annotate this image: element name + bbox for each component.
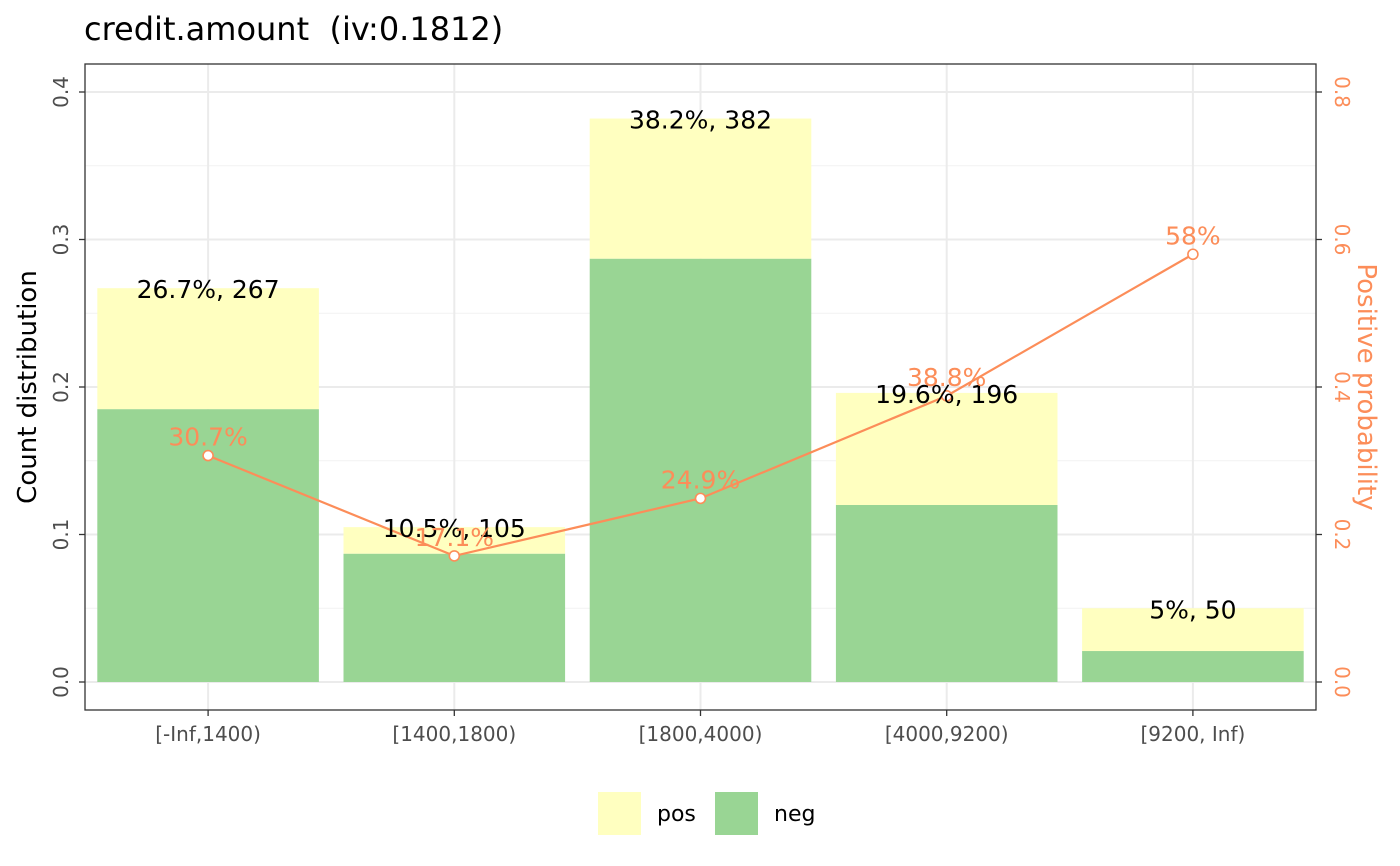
y2-tick-label: 0.0 [1330,666,1354,698]
chart-title: credit.amount (iv:0.1812) [84,10,503,48]
bar-pos [835,392,1058,505]
y2-tick-label: 0.4 [1330,371,1354,403]
bars [97,118,1304,682]
y-tick-label: 0.2 [49,371,73,403]
axes: 0.0 0.1 0.2 0.3 0.4 0.0 0.2 0.4 0.6 0.8 [-Inf,1400… [49,63,1354,746]
legend-swatch-neg [715,792,758,835]
bar-pos [97,288,319,410]
legend-label-neg: neg [774,802,815,827]
bar-label: 5%, 50 [1149,595,1236,624]
legend-swatch-pos [598,792,641,835]
probability-point [694,492,707,505]
bar-labels: 26.7%, 267 10.5%, 105 38.2%, 382 19.6%, 196… [137,106,1237,625]
y-tick-label: 0.1 [49,519,73,551]
probability-point [202,449,214,462]
x-tick-label: [4000,9200) [885,722,1009,746]
y2-tick-label: 0.6 [1330,224,1354,256]
bar-neg [835,505,1058,682]
positive-probability-line [202,248,1199,562]
bar-neg [589,258,812,682]
probability-point [1187,248,1199,261]
bar-neg [1082,651,1304,682]
y-tick-label: 0.4 [49,76,73,108]
y-tick-label: 0.0 [49,666,73,698]
y-axis-title: Count distribution [13,270,43,504]
bar-label: 19.6%, 196 [875,380,1018,409]
bar-label: 26.7%, 267 [137,275,280,304]
x-tick-label: [-Inf,1400) [155,722,261,746]
bar-label: 10.5%, 105 [383,514,526,543]
rate-label: 38.8% [907,363,986,392]
rate-label: 30.7% [168,423,247,452]
bar-pos [343,527,566,554]
y2-tick-label: 0.8 [1330,76,1354,108]
rate-label: 17.1% [415,523,494,552]
legend-label-pos: pos [657,802,696,827]
x-tick-label: [9200, Inf) [1140,722,1245,746]
bar-label: 38.2%, 382 [629,106,772,135]
x-tick-label: [1400,1800) [392,722,516,746]
y-tick-label: 0.3 [49,224,73,256]
probability-point [448,550,461,562]
legend: pos neg [598,792,815,835]
rate-labels: 30.7% 17.1% 24.9% 38.8% 58% [168,221,1220,552]
bar-pos [589,118,812,259]
bar-pos [1082,608,1304,652]
rate-label: 58% [1165,221,1221,250]
probability-point [940,390,953,402]
rate-label: 24.9% [661,465,740,494]
y2-axis-title: Positive probability [1351,263,1381,510]
y2-tick-label: 0.2 [1330,519,1354,551]
x-tick-label: [1800,4000) [639,722,763,746]
bar-neg [343,553,566,682]
